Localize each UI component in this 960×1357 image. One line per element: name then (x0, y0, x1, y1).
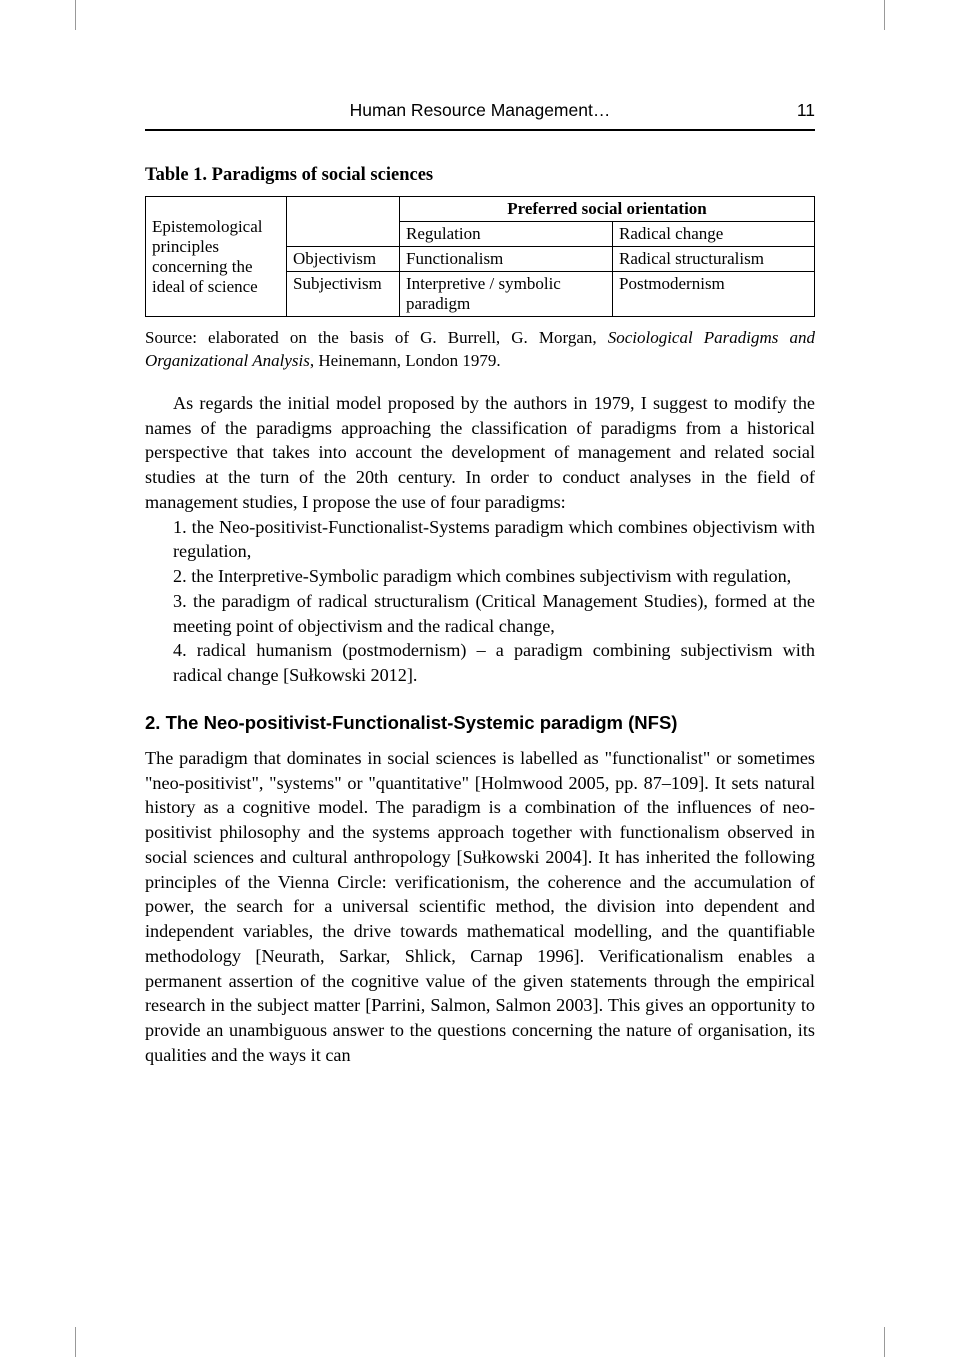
table-row-label: Subjectivism (287, 272, 400, 317)
header-rule (145, 129, 815, 131)
page: Human Resource Management… 11 Table 1. P… (0, 0, 960, 1357)
table-cell: Postmodernism (613, 272, 815, 317)
table-row-label: Objectivism (287, 247, 400, 272)
table-cell-empty (287, 197, 400, 222)
crop-mark (884, 0, 885, 30)
table-cell: Functionalism (400, 247, 613, 272)
table-cell-empty (287, 222, 400, 247)
source-prefix: Source: elaborated on the basis of G. Bu… (145, 328, 608, 347)
section-heading: 2. The Neo-positivist-Functionalist-Syst… (145, 712, 815, 734)
body-paragraph: The paradigm that dominates in social sc… (145, 746, 815, 1068)
table-caption: Table 1. Paradigms of social sciences (145, 165, 815, 186)
table-col-header-span: Preferred social orientation (400, 197, 815, 222)
list-item: 1. the Neo-positivist-Functionalist-Syst… (173, 515, 815, 565)
table-cell: Radical structuralism (613, 247, 815, 272)
paradigm-table: Epistemological principles concerning th… (145, 196, 815, 317)
list-item: 4. radical humanism (postmodernism) – a … (173, 638, 815, 688)
source-suffix: , Heinemann, London 1979. (310, 351, 501, 370)
page-number: 11 (797, 100, 815, 121)
body-paragraph: As regards the initial model proposed by… (145, 391, 815, 515)
table-col-header: Radical change (613, 222, 815, 247)
list-item: 3. the paradigm of radical structuralism… (173, 589, 815, 639)
list-item: 2. the Interpretive-Symbolic paradigm wh… (173, 564, 815, 589)
table-cell: Interpretive / symbolic paradigm (400, 272, 613, 317)
paradigm-list: 1. the Neo-positivist-Functionalist-Syst… (173, 515, 815, 688)
table-row-header: Epistemological principles concerning th… (146, 197, 287, 317)
running-header: Human Resource Management… 11 (145, 100, 815, 121)
table-col-header: Regulation (400, 222, 613, 247)
crop-mark (75, 1327, 76, 1357)
crop-mark (75, 0, 76, 30)
table-source: Source: elaborated on the basis of G. Bu… (145, 327, 815, 373)
running-title: Human Resource Management… (145, 100, 815, 121)
crop-mark (884, 1327, 885, 1357)
